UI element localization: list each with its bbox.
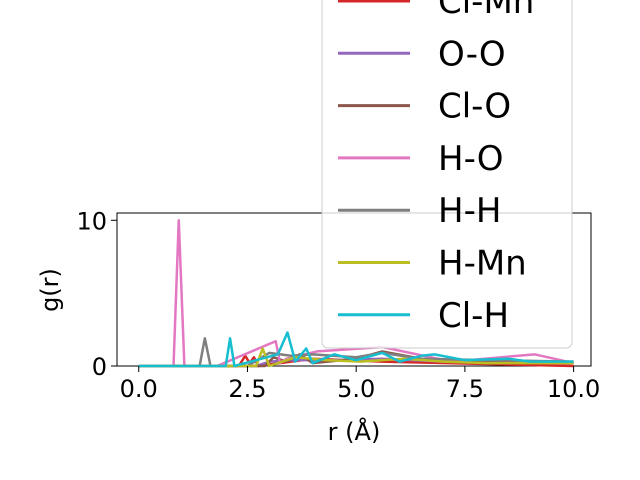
y-tick-label: 10 (76, 207, 107, 235)
series-line-h-mn (138, 347, 574, 368)
legend-label-cl-mn: Cl-Mn (438, 0, 534, 22)
x-tick-label: 0.0 (120, 375, 158, 403)
x-axis: 0.0 2.5 5.0 7.5 10.0 (120, 366, 600, 403)
legend-label-h-mn: H-Mn (438, 244, 527, 284)
legend: Cl-Mn O-O Cl-O H-O H-H H-Mn Cl-H (321, 0, 573, 349)
x-tick-label: 7.5 (446, 375, 484, 403)
x-tick-label: 5.0 (337, 375, 375, 403)
x-tick-label: 10.0 (547, 375, 600, 403)
series-line-cl-h (138, 331, 574, 368)
y-axis: 0 10 (76, 207, 117, 381)
series-line-h-h (138, 337, 574, 368)
legend-box (321, 0, 573, 349)
x-tick-label: 2.5 (228, 375, 266, 403)
legend-label-o-o: O-O (438, 34, 506, 74)
legend-label-h-h: H-H (438, 191, 501, 231)
legend-label-h-o: H-O (438, 139, 504, 179)
y-axis-label: g(r) (36, 268, 64, 312)
legend-label-cl-h: Cl-H (438, 296, 509, 336)
x-axis-label: r (Å) (328, 417, 381, 446)
series-layer (138, 219, 574, 368)
y-tick-label: 0 (92, 353, 107, 381)
legend-label-cl-o: Cl-O (438, 87, 511, 127)
